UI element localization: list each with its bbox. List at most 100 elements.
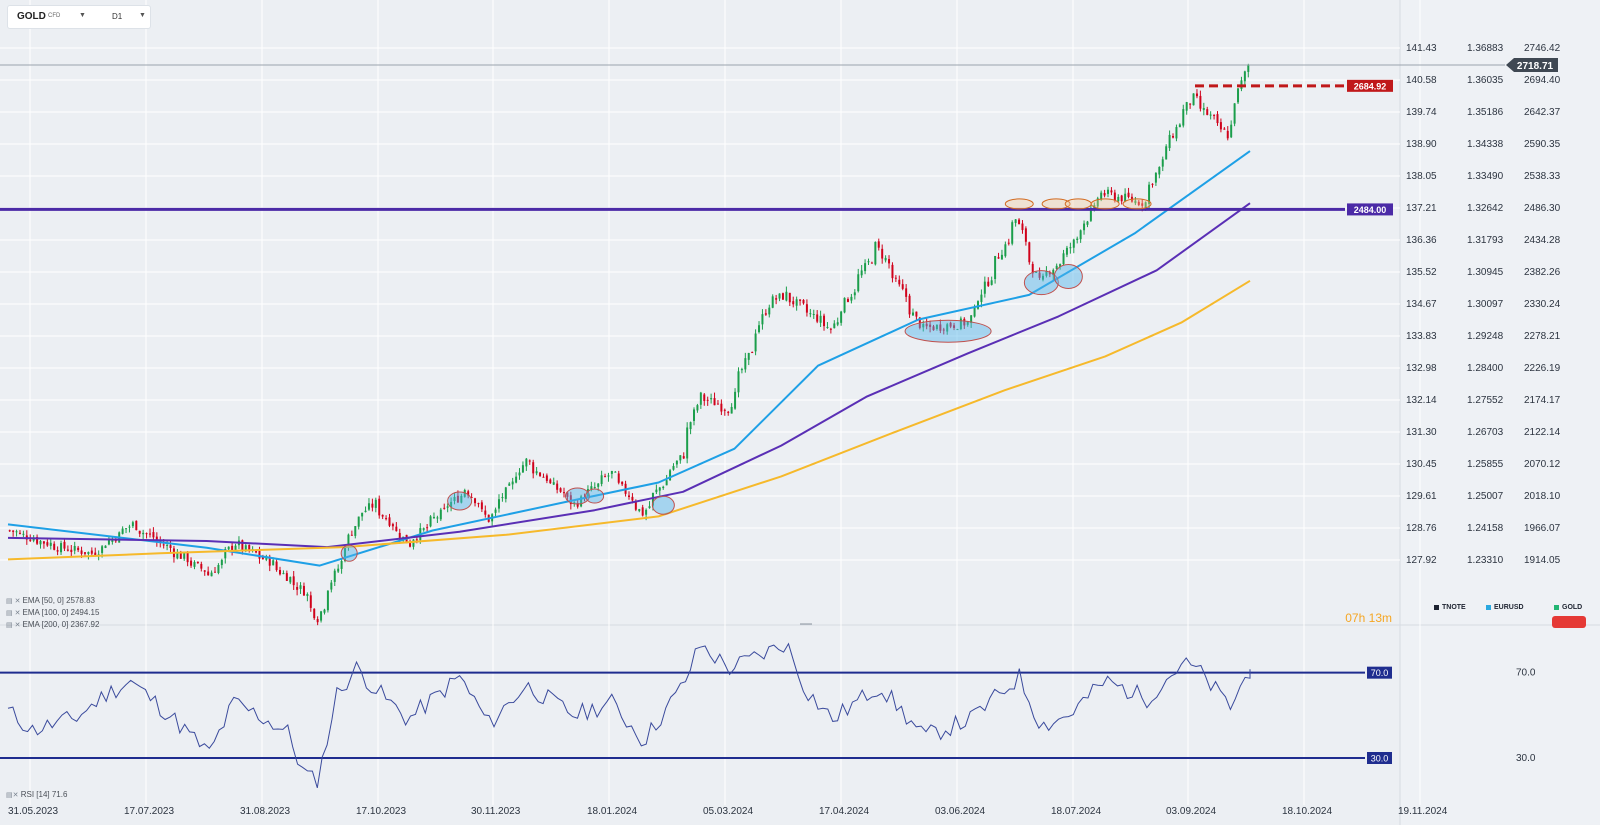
eurusd-tick-label: 1.36035 (1467, 75, 1504, 86)
candle-body (1110, 190, 1113, 193)
resistance-touch-oval (1064, 198, 1092, 210)
candle-body (1079, 230, 1082, 240)
remove-icon[interactable]: ✕ (12, 792, 19, 799)
candle-body (1018, 219, 1021, 225)
tnote-tick-label: 132.14 (1406, 395, 1437, 406)
candle-body (1117, 196, 1120, 202)
candle-body (1219, 122, 1222, 130)
price-tick-label: 2746.42 (1524, 43, 1561, 54)
candle-body (864, 263, 867, 272)
ema-line (7, 279, 1251, 561)
tnote-tick-label: 128.76 (1406, 523, 1437, 534)
candle-body (36, 536, 39, 544)
candle-body (179, 552, 182, 559)
ema-line (7, 150, 1251, 567)
candle-countdown: 07h 13m (1345, 611, 1392, 625)
support-touch-oval (447, 491, 473, 511)
candle-body (316, 619, 319, 623)
candle-body (720, 403, 723, 412)
candle-body (101, 546, 104, 553)
remove-icon[interactable]: ✕ (14, 622, 21, 629)
candle-body (682, 456, 685, 459)
candle-body (1137, 201, 1140, 205)
ema-100-legend[interactable]: ▤ ✕ EMA [100, 0] 2494.15 (6, 608, 99, 617)
gold-price-badge[interactable] (1552, 616, 1586, 628)
candle-body (49, 542, 52, 546)
candle-body (942, 329, 945, 331)
candle-body (1107, 189, 1110, 194)
candle-body (231, 545, 234, 551)
candle-body (771, 296, 774, 308)
candle-body (1100, 192, 1103, 200)
settings-icon[interactable]: ▤ (6, 610, 13, 617)
candle-body (521, 465, 524, 473)
candle-body (525, 458, 528, 467)
candle-body (658, 487, 661, 491)
candle-body (422, 528, 425, 530)
candle-body (395, 526, 398, 532)
candle-body (1202, 108, 1205, 110)
candle-body (1141, 203, 1144, 206)
candle-body (648, 506, 651, 509)
candle-body (860, 270, 863, 276)
candle-body (539, 472, 542, 476)
resistance-touch-oval (1004, 198, 1034, 210)
instrument-label: GOLD (1562, 604, 1583, 611)
candle-body (607, 475, 610, 477)
candle-body (467, 491, 470, 496)
x-tick-label: 17.10.2023 (356, 806, 406, 817)
candle-body (754, 333, 757, 352)
candle-body (63, 541, 66, 549)
candle-body (152, 532, 155, 538)
candle-body (128, 526, 131, 528)
candle-body (1096, 198, 1099, 207)
remove-icon[interactable]: ✕ (14, 598, 21, 605)
eurusd-tick-label: 1.26703 (1467, 427, 1504, 438)
symbol-dropdown-icon[interactable]: ▼ (79, 12, 86, 19)
tnote-tick-label: 138.90 (1406, 139, 1437, 150)
candle-body (792, 301, 795, 305)
candle-body (600, 475, 603, 484)
ema-200-legend[interactable]: ▤ ✕ EMA [200, 0] 2367.92 (6, 620, 99, 629)
rsi-legend[interactable]: ▤✕ RSI [14] 71.6 (6, 790, 67, 799)
candle-body (843, 297, 846, 313)
candle-body (1000, 254, 1003, 260)
candle-body (935, 324, 938, 330)
candle-body (990, 280, 993, 285)
settings-icon[interactable]: ▤ (6, 792, 13, 799)
candle-body (125, 528, 128, 530)
ema-50-legend[interactable]: ▤ ✕ EMA [50, 0] 2578.83 (6, 596, 95, 605)
settings-icon[interactable]: ▤ (6, 598, 13, 605)
candle-body (1199, 95, 1202, 109)
candle-body (1247, 65, 1250, 72)
candle-body (710, 398, 713, 400)
instrument-gold[interactable]: GOLD (1554, 604, 1582, 611)
tnote-tick-label: 138.05 (1406, 171, 1437, 182)
price-tick-label: 2382.26 (1524, 267, 1561, 278)
candle-body (744, 358, 747, 370)
price-tick-label: 2486.30 (1524, 203, 1561, 214)
rsi-level-badge (1367, 752, 1392, 764)
candle-body (730, 406, 733, 414)
settings-icon[interactable]: ▤ (6, 622, 13, 629)
remove-icon[interactable]: ✕ (14, 610, 21, 617)
resistance-touch-oval (1122, 198, 1152, 210)
symbol-toolbar[interactable]: GOLD CFD ▼ D1 ▼ (8, 6, 150, 28)
x-tick-label: 03.09.2024 (1166, 806, 1216, 817)
instrument-eurusd[interactable]: EURUSD (1486, 604, 1524, 611)
candle-body (751, 352, 754, 354)
candle-body (53, 543, 56, 550)
ema-line (7, 202, 1251, 549)
candle-body (22, 533, 25, 535)
countdown-minutes-unit: m (1382, 611, 1392, 625)
instrument-tnote[interactable]: TNOTE (1434, 604, 1466, 611)
x-tick-label: 05.03.2024 (703, 806, 753, 817)
timeframe-label[interactable]: D1 (112, 12, 123, 21)
candle-body (983, 281, 986, 294)
candle-body (12, 530, 15, 532)
candle-body (672, 466, 675, 470)
symbol-name[interactable]: GOLD (17, 11, 46, 22)
timeframe-dropdown-icon[interactable]: ▼ (139, 12, 146, 19)
rsi-level-label: 30.0 (1371, 754, 1389, 764)
